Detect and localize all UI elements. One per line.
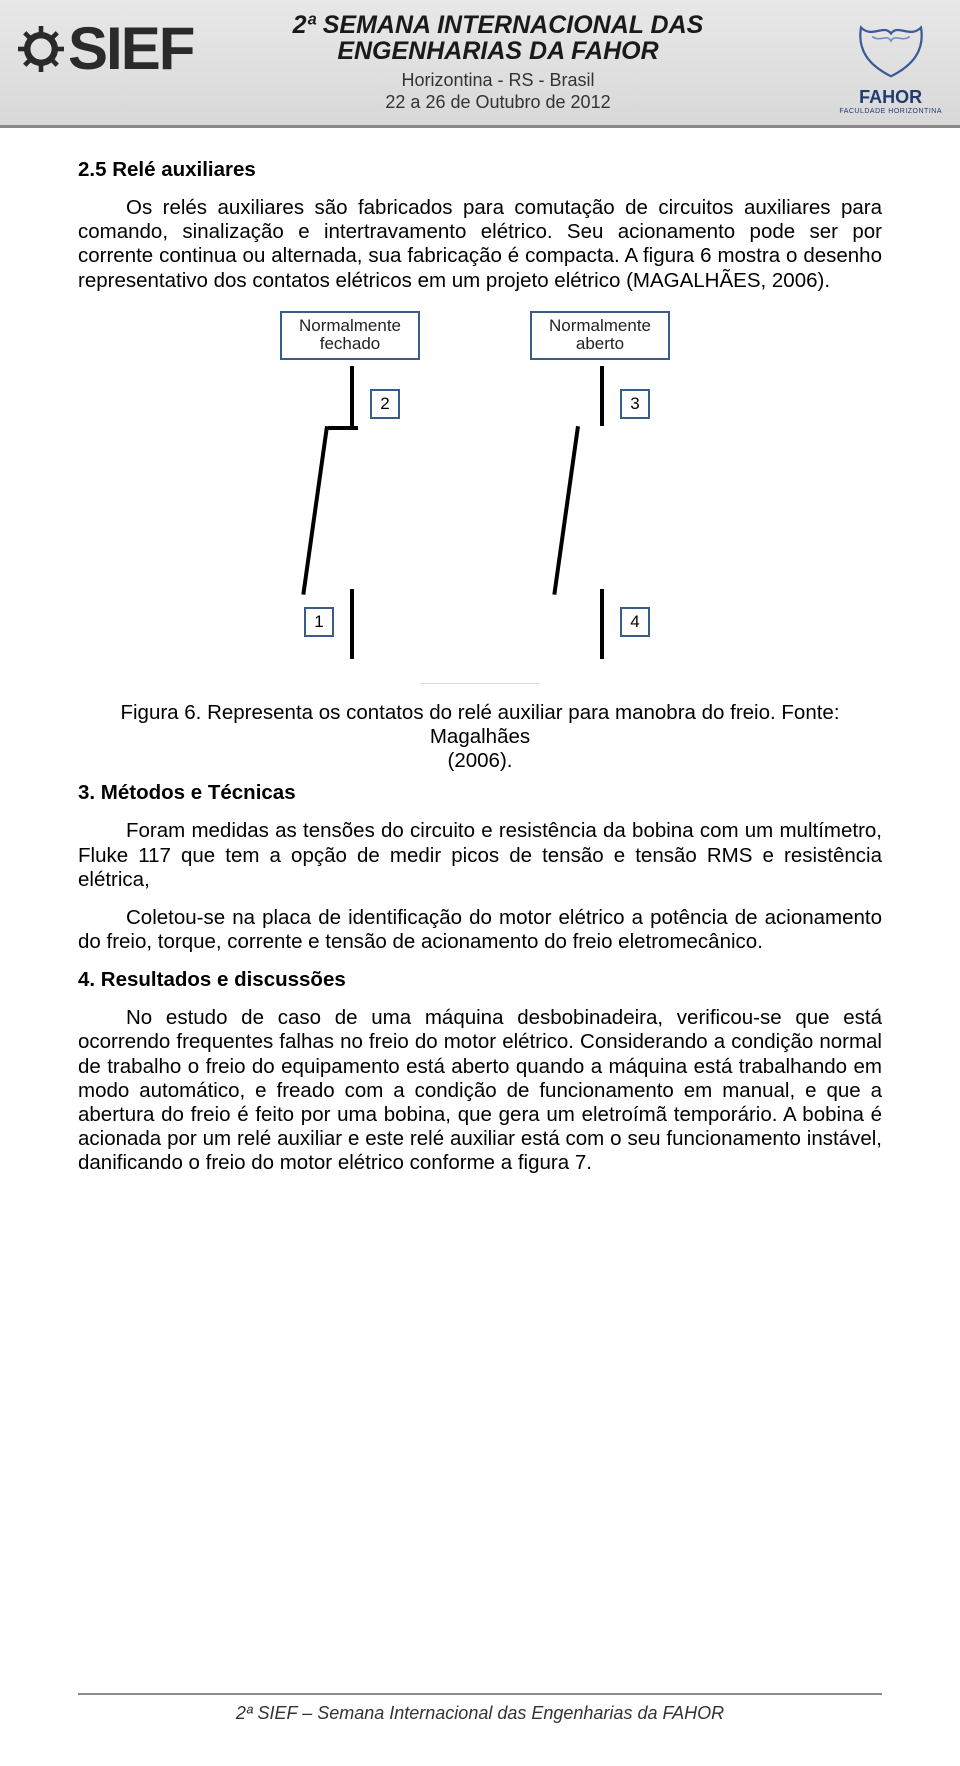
para-4-1: No estudo de caso de uma máquina desbobi… <box>78 1006 882 1175</box>
sief-logo: SIEF <box>18 14 193 83</box>
fahor-logo: FAHOR FACULDADE HORIZONTINA <box>839 20 942 115</box>
gear-icon <box>18 26 64 72</box>
figure-6-caption-line2: (2006). <box>448 749 513 772</box>
para-3-2: Coletou-se na placa de identificação do … <box>78 906 882 954</box>
diagram-box-no-text: Normalmente aberto <box>549 316 651 354</box>
diagram-box-no: Normalmente aberto <box>530 311 670 360</box>
page-footer: 2ª SIEF – Semana Internacional das Engen… <box>0 1693 960 1724</box>
diagram-terminal-1: 1 <box>304 607 334 637</box>
sief-logo-text: SIEF <box>68 14 193 83</box>
heading-2-5: 2.5 Relé auxiliares <box>78 158 882 182</box>
figure-6-caption-line1: Figura 6. Representa os contatos do relé… <box>120 701 839 748</box>
para-2-5-1: Os relés auxiliares são fabricados para … <box>78 196 882 293</box>
header-title: 2ª SEMANA INTERNACIONAL DAS ENGENHARIAS … <box>238 12 758 65</box>
header-banner: SIEF 2ª SEMANA INTERNACIONAL DAS ENGENHA… <box>0 0 960 128</box>
shield-icon <box>846 20 936 80</box>
header-location: Horizontina - RS - Brasil <box>238 70 758 91</box>
page-content: 2.5 Relé auxiliares Os relés auxiliares … <box>0 158 960 1176</box>
fahor-text: FAHOR <box>839 87 942 108</box>
figure-6-diagram: Normalmente fechado Normalmente aberto 2… <box>220 311 740 691</box>
heading-4: 4. Resultados e discussões <box>78 968 882 992</box>
header-dates: 22 a 26 de Outubro de 2012 <box>238 92 758 113</box>
heading-3: 3. Métodos e Técnicas <box>78 781 882 805</box>
figure-6-caption: Figura 6. Representa os contatos do relé… <box>78 701 882 774</box>
para-3-1: Foram medidas as tensões do circuito e r… <box>78 819 882 892</box>
diagram-terminal-3: 3 <box>620 389 650 419</box>
diagram-box-nc: Normalmente fechado <box>280 311 420 360</box>
header-title-line2: ENGENHARIAS DA FAHOR <box>337 37 658 65</box>
fahor-subtext: FACULDADE HORIZONTINA <box>839 108 942 115</box>
diagram-terminal-2: 2 <box>370 389 400 419</box>
diagram-terminal-4: 4 <box>620 607 650 637</box>
diagram-box-nc-text: Normalmente fechado <box>299 316 401 354</box>
header-title-line1: 2ª SEMANA INTERNACIONAL DAS <box>293 11 704 39</box>
